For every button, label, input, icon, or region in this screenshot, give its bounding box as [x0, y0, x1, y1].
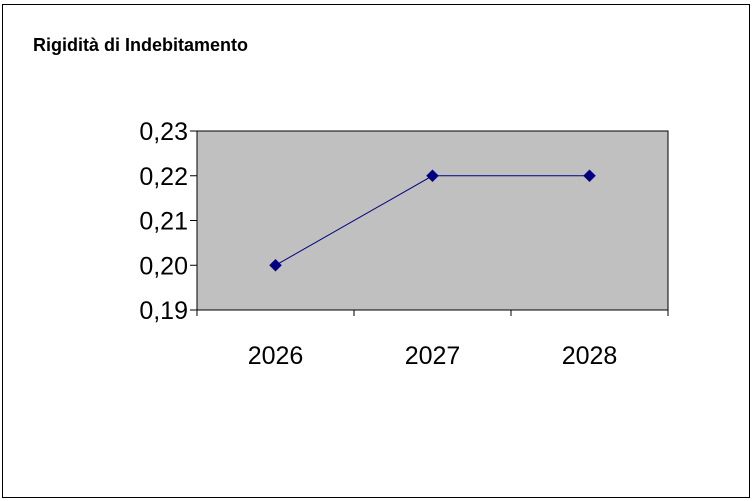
- y-tick-label: 0,21: [139, 208, 188, 236]
- x-axis: 2026 2027 2028: [196, 309, 669, 370]
- data-point: [269, 258, 282, 272]
- x-tick-label: 2027: [405, 342, 461, 370]
- y-tick-label: 0,19: [139, 297, 188, 325]
- x-tick-label: 2026: [248, 342, 304, 370]
- chart-title: Rigidità di Indebitamento: [33, 35, 248, 55]
- series-group: [269, 169, 596, 272]
- x-tick-label: 2028: [562, 342, 618, 370]
- y-tick-label: 0,22: [139, 163, 188, 191]
- plot-area: [196, 130, 669, 311]
- data-point: [426, 169, 439, 183]
- data-point: [583, 169, 596, 183]
- y-tick-label: 0,20: [139, 252, 188, 280]
- y-tick-label: 0,23: [139, 118, 188, 146]
- y-axis: 0,19 0,20 0,21 0,22 0,23: [139, 118, 198, 325]
